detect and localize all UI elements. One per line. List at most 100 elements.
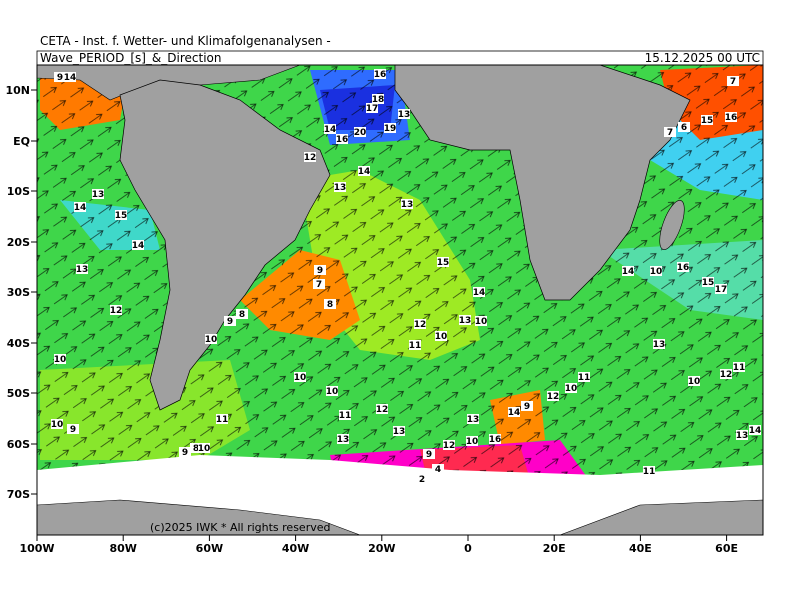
period-label: 15	[115, 211, 128, 221]
period-label: 2	[419, 475, 425, 485]
label-box	[677, 262, 689, 272]
label-box	[115, 210, 127, 220]
label-box	[190, 443, 202, 453]
period-label: 10	[205, 335, 218, 345]
label-box	[653, 339, 665, 349]
label-box	[54, 72, 66, 82]
period-label: 15	[437, 258, 450, 268]
period-label: 6	[681, 123, 687, 133]
label-box	[314, 265, 326, 275]
period-label: 16	[489, 435, 502, 445]
lat-label: EQ	[13, 135, 30, 148]
period-label: 12	[547, 392, 560, 402]
period-label: 7	[667, 128, 673, 138]
label-box	[376, 404, 388, 414]
period-label: 10	[54, 355, 67, 365]
period-label: 12	[376, 405, 389, 415]
period-label: 11	[643, 467, 656, 477]
label-box	[733, 362, 745, 372]
label-box	[715, 284, 727, 294]
period-label: 10	[198, 444, 211, 454]
period-label: 13	[92, 190, 105, 200]
lon-label: 40E	[629, 542, 652, 555]
label-box	[358, 166, 370, 176]
lat-label: 10N	[5, 84, 30, 97]
label-box	[409, 340, 421, 350]
period-label: 9	[70, 425, 76, 435]
label-box	[443, 440, 455, 450]
period-label: 14	[64, 73, 77, 83]
label-box	[414, 319, 426, 329]
period-label: 9	[317, 266, 323, 276]
label-box	[578, 372, 590, 382]
title: CETA - Inst. f. Wetter- und Klimafolgena…	[40, 34, 331, 48]
period-label: 12	[443, 441, 456, 451]
period-label: 9	[227, 317, 233, 327]
label-box	[508, 407, 520, 417]
period-label: 14	[74, 203, 87, 213]
label-box	[92, 189, 104, 199]
period-label: 13	[467, 415, 480, 425]
label-box	[51, 419, 63, 429]
label-box	[236, 309, 248, 319]
period-label: 12	[414, 320, 427, 330]
label-box	[435, 331, 447, 341]
label-box	[339, 410, 351, 420]
period-label: 9	[182, 448, 188, 458]
period-label: 13	[337, 435, 350, 445]
period-label: 9	[57, 73, 63, 83]
label-box	[416, 474, 428, 484]
label-box	[720, 369, 732, 379]
period-label: 13	[459, 316, 472, 326]
period-label: 10	[51, 420, 64, 430]
frame	[36, 64, 764, 536]
label-box	[650, 266, 662, 276]
period-label: 9	[524, 402, 530, 412]
label-box	[473, 287, 485, 297]
period-label: 10	[435, 332, 448, 342]
period-label: 13	[76, 265, 89, 275]
label-box	[725, 112, 737, 122]
period-label: 7	[730, 77, 736, 87]
lon-label: 20E	[543, 542, 566, 555]
label-box	[423, 449, 435, 459]
label-box	[324, 124, 336, 134]
label-box	[205, 334, 217, 344]
period-label: 14	[473, 288, 486, 298]
period-label: 16	[336, 135, 349, 145]
label-box	[334, 182, 346, 192]
period-label: 11	[216, 415, 229, 425]
lat-label: 10S	[7, 185, 30, 198]
label-box	[67, 424, 79, 434]
period-label: 10	[466, 437, 479, 447]
label-box	[643, 466, 655, 476]
period-label: 11	[578, 373, 591, 383]
period-label: 15	[702, 278, 715, 288]
lon-label: 100W	[19, 542, 54, 555]
label-box	[54, 354, 66, 364]
period-label: 19	[384, 124, 397, 134]
south-america	[119, 79, 331, 411]
period-label: 18	[372, 95, 385, 105]
period-label: 20	[354, 128, 367, 138]
label-box	[110, 305, 122, 315]
label-box	[326, 386, 338, 396]
period-label: 14	[622, 267, 635, 277]
period-label: 12	[304, 153, 317, 163]
label-box	[467, 414, 479, 424]
label-box	[132, 240, 144, 250]
label-box	[401, 199, 413, 209]
label-box	[398, 109, 410, 119]
axes: 10N EQ 10S 20S 30S 40S 50S 60S 70S 100W 80W 60W 40W 2…	[5, 84, 738, 555]
period-label: 14	[749, 426, 762, 436]
label-box	[313, 279, 325, 289]
period-label: 13	[334, 183, 347, 193]
label-box	[702, 277, 714, 287]
lon-label: 40W	[282, 542, 309, 555]
period-label: 14	[132, 241, 145, 251]
lon-label: 60W	[196, 542, 223, 555]
period-label: 10	[688, 377, 701, 387]
period-label: 10	[565, 384, 578, 394]
